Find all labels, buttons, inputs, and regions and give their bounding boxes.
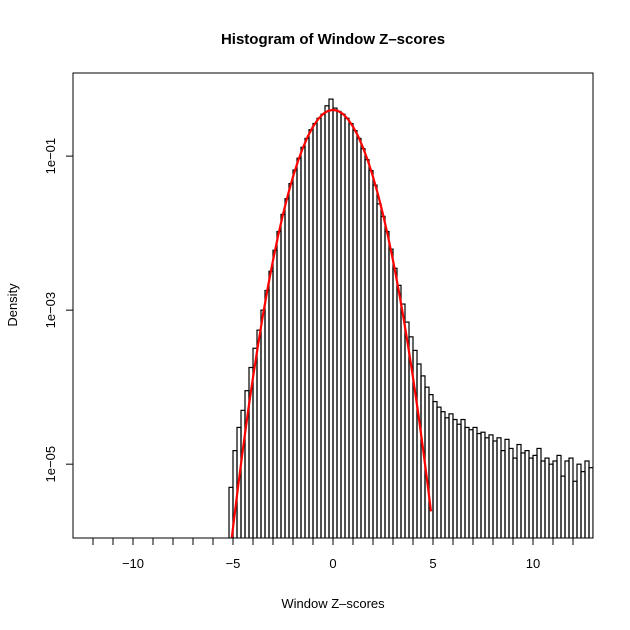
x-tick-label: 5 [429, 556, 436, 571]
histogram-bar [436, 406, 442, 538]
histogram-bar [256, 329, 262, 538]
histogram-bar [464, 426, 470, 538]
histogram-bar [276, 230, 282, 538]
y-axis: 1e−01 1e−03 1e−05 [43, 138, 73, 483]
histogram-bar [376, 203, 382, 538]
histogram-bar [304, 137, 310, 538]
histogram-bar [272, 249, 278, 538]
histogram-bar [416, 363, 422, 538]
histogram-bar [280, 213, 286, 538]
histogram-bar [428, 394, 434, 538]
x-axis: −10 −5 0 5 10 [92, 538, 574, 571]
histogram-bar [268, 270, 274, 538]
x-tick-label: −5 [226, 556, 241, 571]
histogram-bar [260, 309, 266, 538]
histogram-bar [448, 413, 454, 538]
histogram-bar [380, 215, 386, 538]
histogram-bar [492, 440, 498, 538]
histogram-bar [324, 105, 330, 538]
histogram-bar [340, 113, 346, 538]
histogram-bar [296, 157, 302, 538]
histogram-bar [392, 267, 398, 538]
histogram-bar [588, 467, 593, 538]
histogram-bar [312, 122, 318, 538]
histogram-bar [396, 284, 402, 538]
histogram-bar [384, 230, 390, 538]
histogram-bar [504, 438, 510, 538]
histogram-bar [440, 411, 446, 538]
histogram-bar [372, 184, 378, 538]
y-axis-label: Density [5, 283, 20, 327]
histogram-bars [228, 98, 593, 538]
chart-title: Histogram of Window Z–scores [221, 31, 445, 48]
histogram-bar [480, 431, 486, 538]
histogram-bar [468, 429, 474, 538]
histogram-bar [484, 437, 490, 538]
histogram-bar [368, 169, 374, 538]
histogram-bar [336, 110, 342, 538]
histogram-bar [328, 98, 334, 538]
histogram-bar [332, 107, 338, 538]
histogram-bar [308, 129, 314, 538]
histogram-bar [500, 450, 506, 538]
histogram-bar [344, 117, 350, 538]
histogram-bar [496, 437, 502, 538]
histogram-bar [316, 117, 322, 538]
x-tick-label: 0 [329, 556, 336, 571]
histogram-bar [320, 113, 326, 538]
x-tick-label: 10 [526, 556, 540, 571]
density-curve [230, 108, 433, 538]
histogram-bar [360, 148, 366, 538]
x-tick-label: −10 [122, 556, 144, 571]
histogram-bar [460, 418, 466, 538]
y-tick-label: 1e−03 [43, 292, 58, 329]
plot-frame [72, 72, 594, 539]
histogram-bar [288, 182, 294, 538]
histogram-bar [284, 198, 290, 538]
histogram-bar [488, 434, 494, 538]
histogram-bar [388, 248, 394, 538]
histogram-bar [432, 400, 438, 538]
histogram-bar [404, 321, 410, 538]
histogram-bar [356, 137, 362, 538]
histogram-bar [348, 122, 354, 538]
y-tick-label: 1e−01 [43, 138, 58, 175]
histogram-bar [264, 289, 270, 538]
histogram-bar [452, 418, 458, 538]
x-axis-label: Window Z–scores [281, 596, 385, 611]
histogram-bar [292, 169, 298, 538]
y-tick-label: 1e−05 [43, 446, 58, 483]
histogram-bar [352, 129, 358, 538]
histogram-bar [444, 417, 450, 538]
histogram-bar [364, 159, 370, 538]
histogram-bar [476, 432, 482, 538]
density-curve-group [230, 108, 433, 538]
histogram-bar [300, 146, 306, 538]
histogram-bar [400, 303, 406, 538]
histogram-bar [456, 423, 462, 538]
histogram-bar [472, 426, 478, 538]
